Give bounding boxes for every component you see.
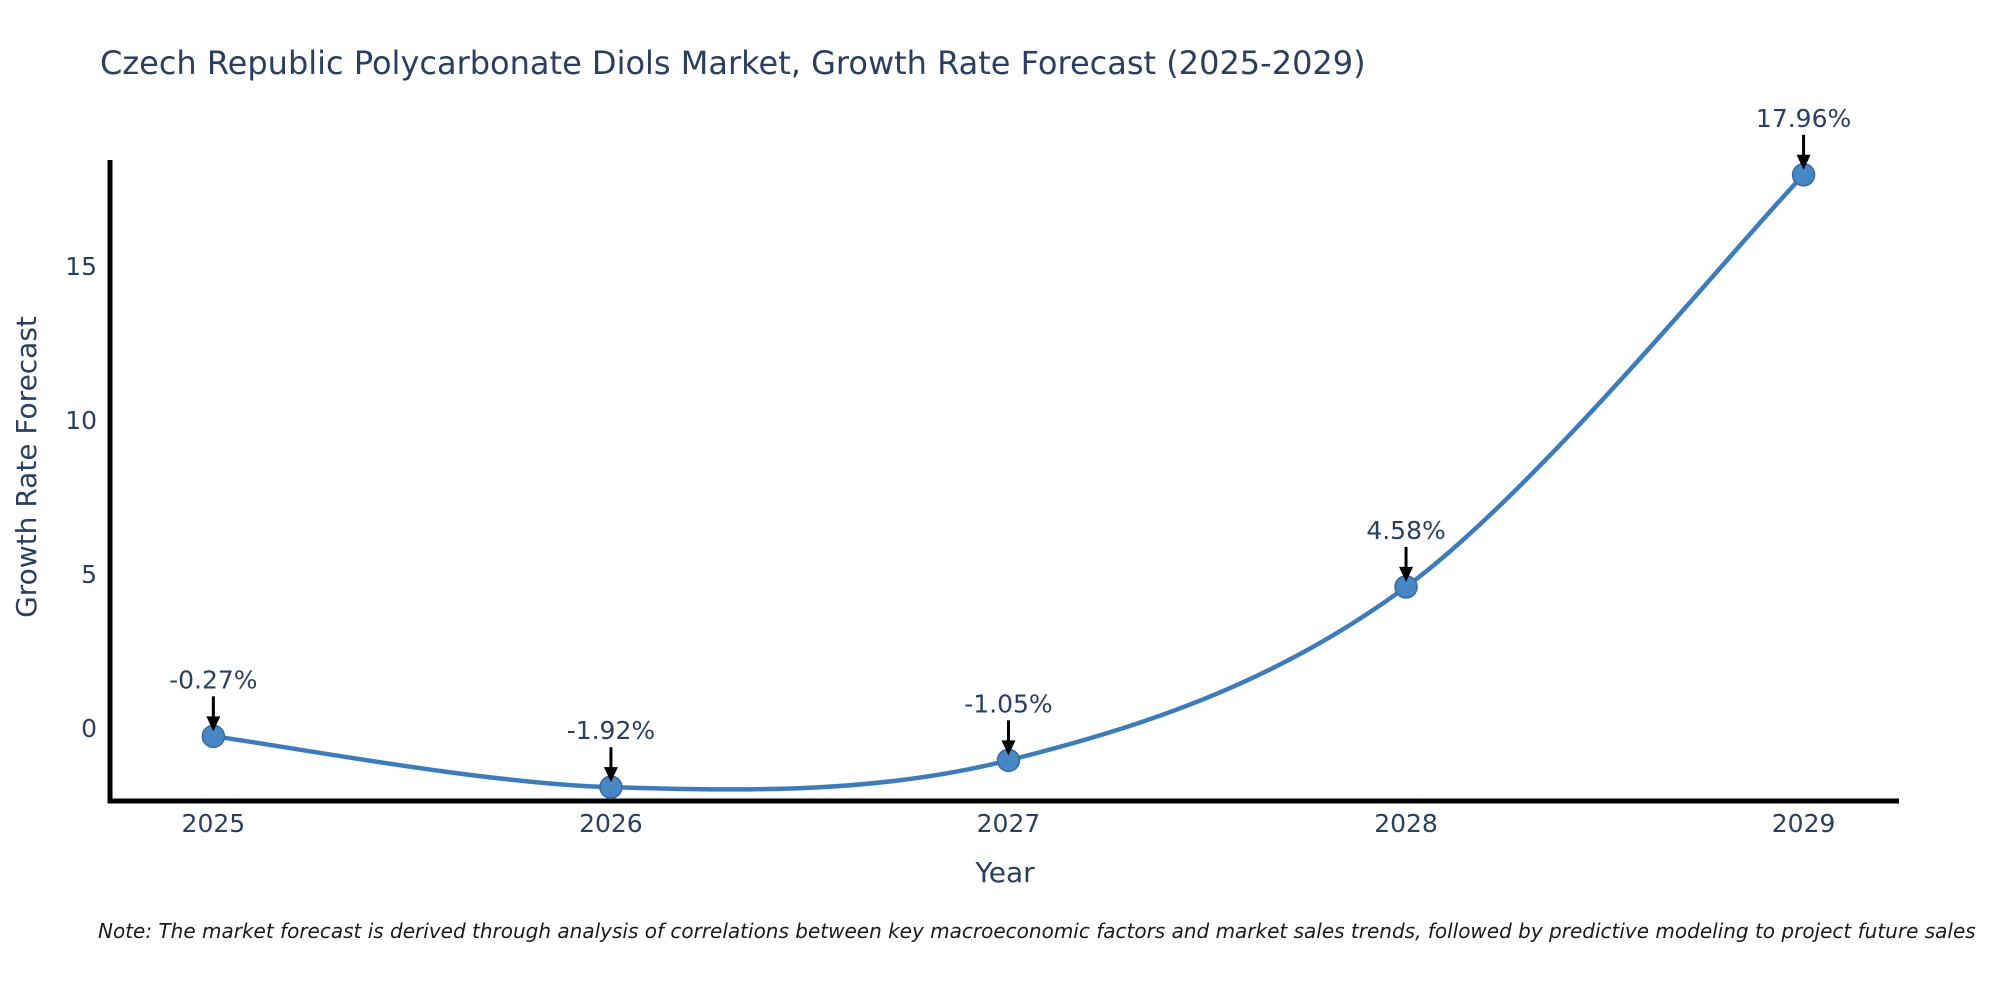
y-tick-label: 10 <box>65 406 97 435</box>
y-tick-label: 5 <box>81 560 97 589</box>
x-tick-label: 2025 <box>182 809 246 838</box>
annotation-arrowhead <box>206 716 221 732</box>
annotation-label: -0.27% <box>169 665 257 694</box>
x-tick-label: 2029 <box>1772 809 1836 838</box>
annotation-arrowhead <box>1001 740 1016 756</box>
x-axis-title: Year <box>974 856 1035 889</box>
x-tick-label: 2027 <box>977 809 1041 838</box>
plot-area: 0 5 10 15 2025 2026 2027 2028 2029 -0.27% -1.92% -1… <box>65 104 1899 838</box>
annotation-arrowhead <box>1796 154 1811 170</box>
annotation-label: 4.58% <box>1366 516 1445 545</box>
annotation-label: -1.05% <box>964 689 1052 718</box>
annotation-arrowhead <box>603 767 618 783</box>
x-tick-label: 2028 <box>1374 809 1438 838</box>
y-axis-title: Growth Rate Forecast <box>10 316 43 618</box>
annotation-label: -1.92% <box>567 716 655 745</box>
annotation-arrowhead <box>1399 566 1414 582</box>
trend-line <box>211 172 1806 792</box>
y-tick-label: 0 <box>81 714 97 743</box>
footnote: Note: The market forecast is derived thr… <box>98 919 1976 943</box>
annotation-label: 17.96% <box>1756 104 1851 133</box>
chart-title: Czech Republic Polycarbonate Diols Marke… <box>100 44 1366 82</box>
y-tick-label: 15 <box>65 252 97 281</box>
x-tick-label: 2026 <box>579 809 643 838</box>
